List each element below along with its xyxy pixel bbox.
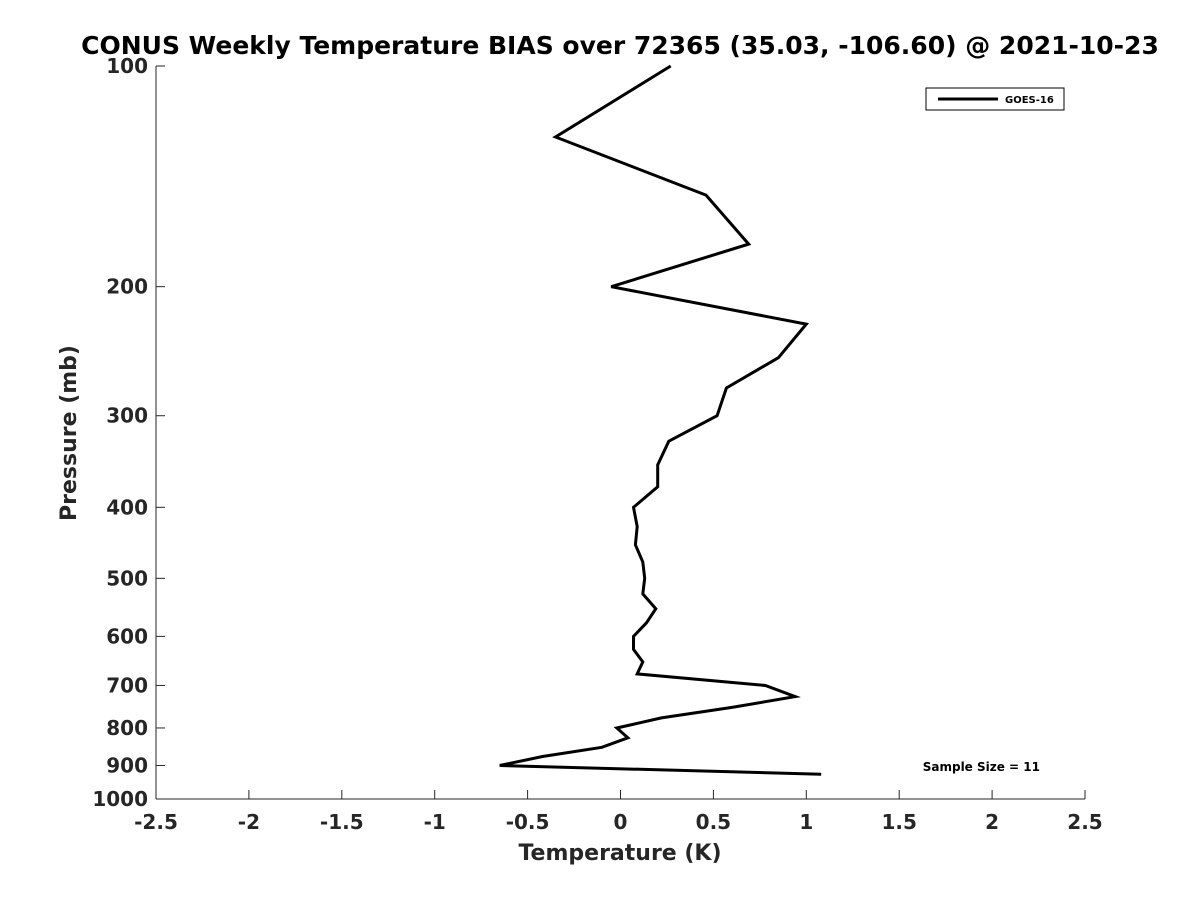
chart-title: CONUS Weekly Temperature BIAS over 72365… — [81, 31, 1159, 60]
x-tick-label: 1.5 — [881, 810, 916, 834]
x-tick-label: -0.5 — [506, 810, 550, 834]
y-tick-label: 900 — [106, 753, 148, 777]
y-tick-label: 800 — [106, 716, 148, 740]
x-tick-label: 2.5 — [1067, 810, 1102, 834]
y-axis: 100 200 300 400 500 600 700 800 900 1000 — [92, 54, 165, 811]
x-tick-label: 0 — [614, 810, 628, 834]
x-tick-label: -2 — [238, 810, 260, 834]
series-line-goes-16 — [499, 64, 822, 776]
y-axis-label: Pressure (mb) — [57, 345, 82, 521]
y-tick-label: 700 — [106, 673, 148, 697]
y-tick-label: 400 — [106, 495, 148, 519]
legend-label-goes-16: GOES-16 — [1005, 95, 1054, 106]
x-tick-label: -1 — [424, 810, 446, 834]
y-tick-label: 200 — [106, 275, 148, 299]
y-tick-label: 300 — [106, 404, 148, 428]
x-tick-label: -1.5 — [320, 810, 364, 834]
y-tick-label: 100 — [106, 54, 148, 78]
x-tick-label: -2.5 — [134, 810, 178, 834]
x-axis-label: Temperature (K) — [518, 841, 721, 866]
y-tick-label: 500 — [106, 566, 148, 590]
sample-size-annotation: Sample Size = 11 — [923, 760, 1040, 774]
x-axis: -2.5 -2 -1.5 -1 -0.5 0 0.5 1 1.5 2 2.5 — [134, 790, 1103, 834]
y-tick-label: 1000 — [92, 787, 148, 811]
x-tick-label: 0.5 — [696, 810, 731, 834]
legend: GOES-16 — [925, 87, 1065, 111]
x-tick-label: 1 — [799, 810, 813, 834]
x-tick-label: 2 — [985, 810, 999, 834]
y-tick-label: 600 — [106, 624, 148, 648]
axes — [155, 66, 1085, 800]
